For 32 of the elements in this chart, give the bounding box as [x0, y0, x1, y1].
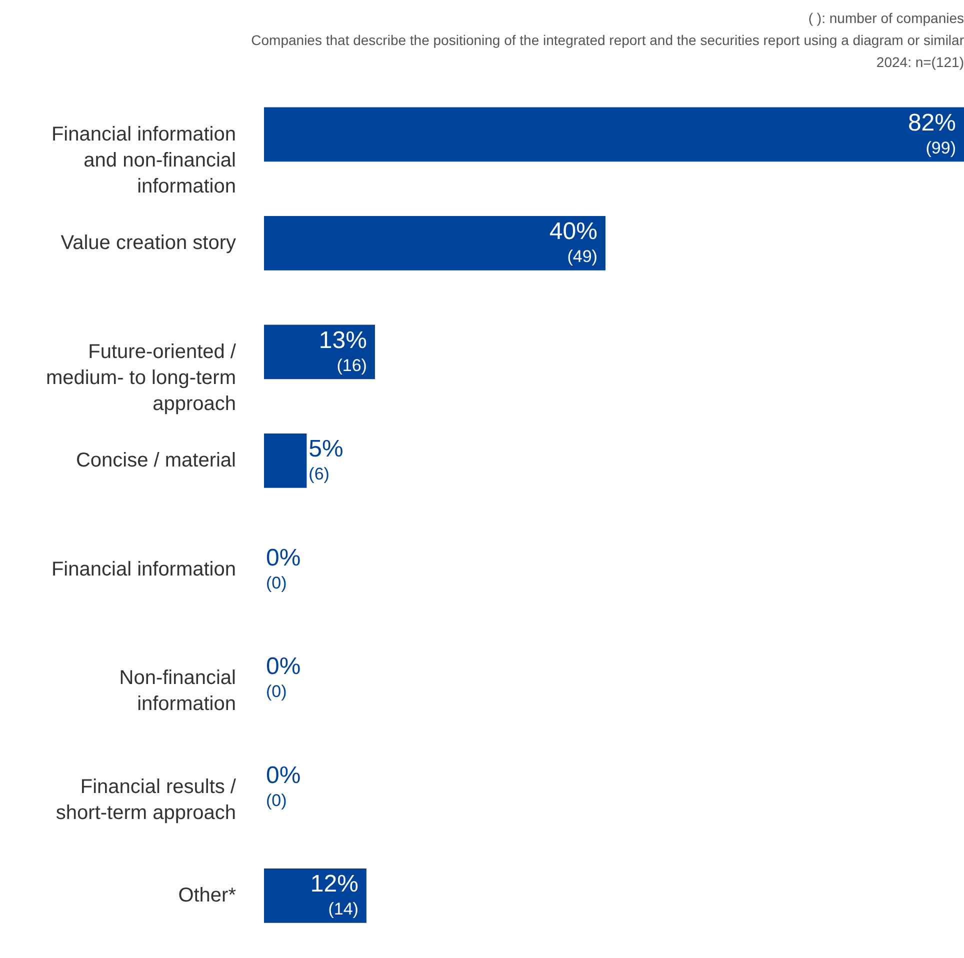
- y-tick-label: Financial results / short-term approach: [56, 776, 236, 824]
- data-label: 0%: [266, 653, 301, 680]
- annotation: (6): [308, 464, 330, 484]
- annotation: (0): [266, 573, 287, 592]
- y-tick-label: Future-oriented / medium- to long-term approach: [46, 340, 236, 415]
- data-label: 0%: [266, 544, 301, 572]
- y-tick-label: Non-financial information: [119, 667, 236, 716]
- y-tick-label: Other*: [178, 884, 236, 907]
- y-tick-label: Concise / material: [76, 450, 236, 472]
- annotation: (14): [328, 900, 358, 919]
- bar: [264, 433, 307, 488]
- data-label: 40%: [549, 218, 598, 246]
- y-tick-label: Financial information: [51, 558, 236, 580]
- annotation: (16): [336, 356, 367, 375]
- annotation: (0): [266, 790, 287, 810]
- data-label: 13%: [318, 326, 367, 354]
- bar: [264, 216, 606, 270]
- data-label: 0%: [266, 762, 301, 789]
- annotation: (0): [266, 682, 287, 702]
- text: ( ): number of companies: [808, 10, 964, 26]
- y-tick-label: Value creation story: [60, 232, 236, 254]
- data-label: 5%: [308, 436, 344, 463]
- text: 2024: n=(121): [876, 54, 964, 70]
- y-tick-label: Financial information and non-financial information: [51, 123, 236, 198]
- bar: [264, 324, 375, 380]
- data-label: 82%: [908, 109, 956, 136]
- bar: [264, 868, 366, 923]
- annotation: (99): [926, 138, 956, 158]
- bar: [264, 107, 964, 162]
- text: Companies that describe the positioning of the integrated report and the securities report using a diagram or similar: [251, 32, 964, 48]
- data-label: 12%: [310, 870, 358, 898]
- annotation: (49): [567, 247, 598, 266]
